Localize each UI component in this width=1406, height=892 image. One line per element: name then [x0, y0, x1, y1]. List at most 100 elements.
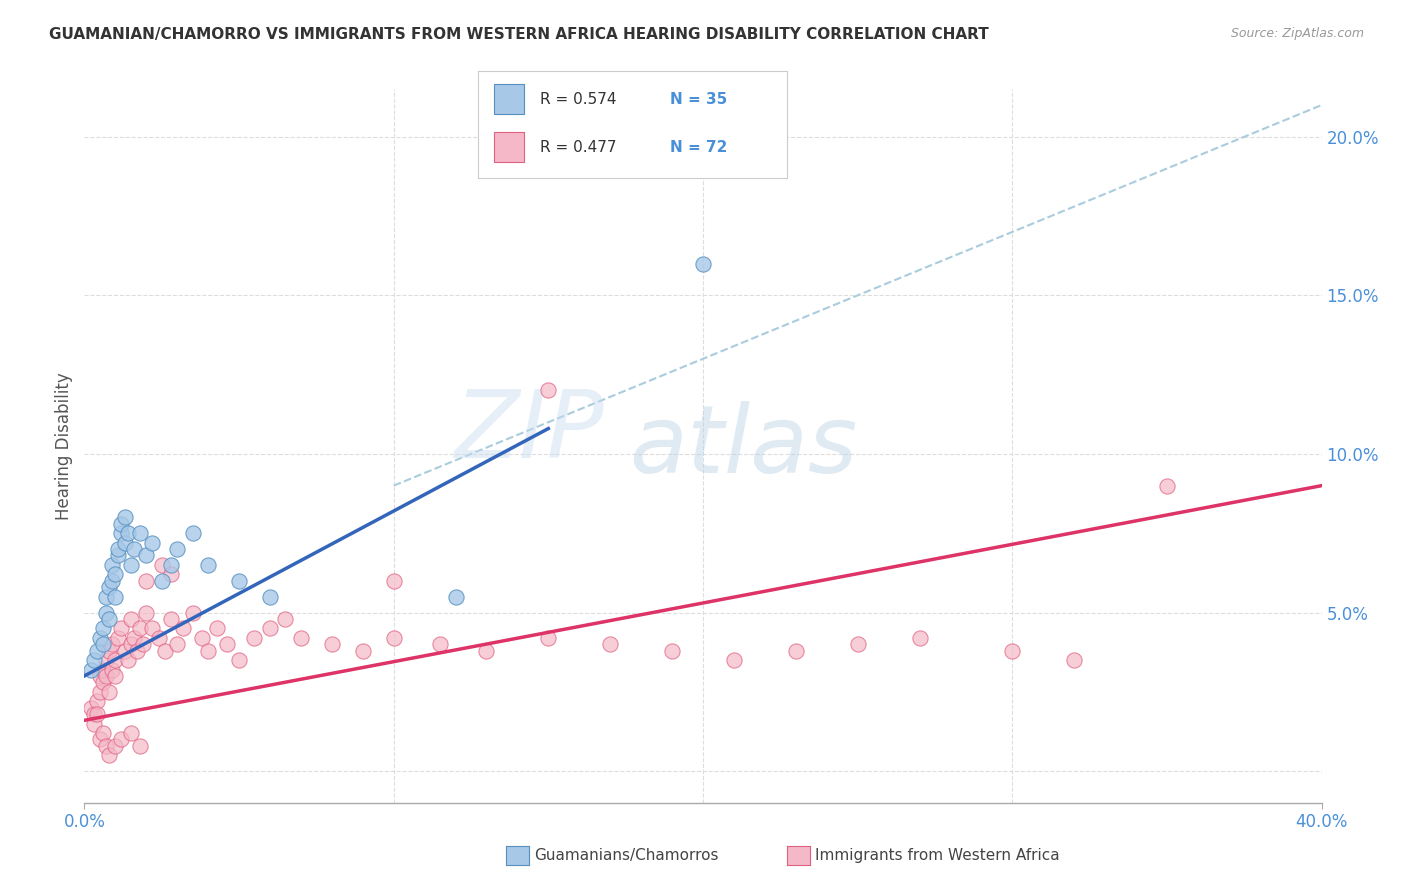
Point: [98, 643, 121, 657]
Point: [79, 700, 101, 714]
Point: [429, 637, 451, 651]
Text: Guamanians/Chamorros: Guamanians/Chamorros: [534, 848, 718, 863]
Point: [91, 621, 114, 635]
Point: [150, 558, 173, 572]
Point: [79, 663, 101, 677]
Point: [107, 631, 129, 645]
Point: [101, 558, 124, 572]
Point: [120, 637, 142, 651]
Point: [846, 637, 869, 651]
Point: [135, 606, 157, 620]
Point: [129, 739, 152, 753]
Text: N = 72: N = 72: [669, 140, 727, 155]
Point: [785, 643, 807, 657]
Point: [104, 590, 127, 604]
Point: [101, 637, 124, 651]
Point: [98, 685, 121, 699]
Point: [599, 637, 621, 651]
Point: [89, 669, 111, 683]
Point: [98, 748, 121, 763]
Point: [661, 643, 683, 657]
Point: [129, 621, 152, 635]
Point: [117, 653, 139, 667]
Point: [101, 663, 124, 677]
Point: [475, 643, 498, 657]
Point: [243, 631, 266, 645]
Point: [352, 643, 374, 657]
Point: [120, 558, 142, 572]
Point: [228, 574, 250, 588]
Point: [135, 574, 157, 588]
Point: [382, 574, 405, 588]
Point: [110, 526, 132, 541]
Point: [166, 542, 188, 557]
Point: [110, 516, 132, 531]
Point: [104, 653, 127, 667]
Point: [107, 549, 129, 563]
Text: ZIP: ZIP: [454, 386, 605, 477]
Point: [120, 612, 142, 626]
Point: [94, 590, 117, 604]
Point: [114, 510, 136, 524]
Text: GUAMANIAN/CHAMORRO VS IMMIGRANTS FROM WESTERN AFRICA HEARING DISABILITY CORRELAT: GUAMANIAN/CHAMORRO VS IMMIGRANTS FROM WE…: [49, 27, 988, 42]
Point: [89, 631, 111, 645]
Point: [120, 726, 142, 740]
Point: [129, 526, 152, 541]
Point: [153, 643, 176, 657]
Bar: [494, 132, 524, 162]
Text: R = 0.477: R = 0.477: [540, 140, 616, 155]
Text: R = 0.574: R = 0.574: [540, 92, 616, 107]
Point: [197, 558, 219, 572]
Point: [89, 732, 111, 747]
Point: [1001, 643, 1024, 657]
Point: [91, 726, 114, 740]
Bar: [494, 84, 524, 114]
Point: [98, 580, 121, 594]
Point: [94, 669, 117, 683]
Text: N = 35: N = 35: [669, 92, 727, 107]
Point: [908, 631, 931, 645]
Point: [160, 567, 183, 582]
Point: [1156, 478, 1178, 492]
Point: [83, 706, 105, 721]
Point: [98, 612, 121, 626]
Point: [104, 567, 127, 582]
Point: [114, 535, 136, 549]
Point: [160, 612, 183, 626]
Point: [274, 612, 297, 626]
Point: [110, 732, 132, 747]
Point: [86, 694, 108, 708]
Point: [101, 574, 124, 588]
Point: [117, 526, 139, 541]
Point: [321, 637, 343, 651]
Y-axis label: Hearing Disability: Hearing Disability: [55, 372, 73, 520]
Point: [89, 685, 111, 699]
Point: [259, 590, 281, 604]
Point: [122, 631, 145, 645]
Point: [160, 558, 183, 572]
Point: [228, 653, 250, 667]
Point: [181, 526, 204, 541]
Point: [91, 675, 114, 690]
Point: [197, 643, 219, 657]
Point: [114, 643, 136, 657]
Point: [94, 606, 117, 620]
Point: [141, 621, 163, 635]
Point: [259, 621, 281, 635]
Point: [122, 542, 145, 557]
Point: [110, 621, 132, 635]
Point: [191, 631, 214, 645]
Point: [83, 653, 105, 667]
Point: [135, 549, 157, 563]
Point: [125, 643, 148, 657]
Point: [94, 739, 117, 753]
Point: [723, 653, 745, 667]
Point: [166, 637, 188, 651]
Point: [86, 643, 108, 657]
Point: [141, 535, 163, 549]
Point: [91, 637, 114, 651]
Point: [91, 663, 114, 677]
Point: [150, 574, 173, 588]
Point: [537, 384, 560, 398]
Point: [104, 739, 127, 753]
